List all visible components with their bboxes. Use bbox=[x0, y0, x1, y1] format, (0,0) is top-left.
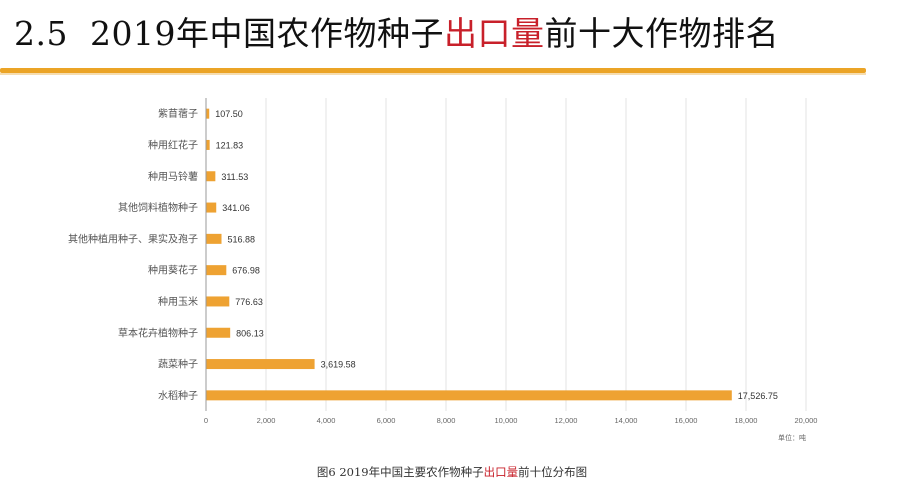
category-label: 其他饲料植物种子 bbox=[118, 201, 198, 214]
title-text-after: 前十大作物排名 bbox=[544, 14, 779, 53]
data-label: 676.98 bbox=[232, 266, 260, 276]
x-tick-label: 0 bbox=[204, 416, 208, 425]
bar bbox=[206, 171, 216, 182]
data-label: 107.50 bbox=[215, 109, 243, 119]
bar bbox=[206, 233, 222, 244]
bar bbox=[206, 265, 227, 276]
category-label: 草本花卉植物种子 bbox=[118, 326, 198, 339]
section-number: 2.5 bbox=[14, 14, 68, 53]
x-tick-label: 4,000 bbox=[317, 416, 336, 425]
bar-chart: 0 2,000 4,000 6,000 8,000 10,000 12,000 14,000 1… bbox=[68, 98, 818, 442]
caption-prefix: 图6 2019年中国主要农作物种子 bbox=[316, 465, 484, 479]
bar bbox=[206, 108, 210, 119]
title-underline bbox=[0, 68, 866, 73]
data-label: 121.83 bbox=[216, 140, 244, 150]
category-label: 种用玉米 bbox=[158, 295, 198, 308]
title-text-before: 2019年中国农作物种子 bbox=[89, 14, 444, 53]
unit-label: 单位：吨 bbox=[778, 433, 806, 442]
x-tick-label: 20,000 bbox=[795, 416, 818, 425]
data-label: 806.13 bbox=[236, 328, 264, 338]
category-label: 紫苜蓿子 bbox=[158, 107, 198, 120]
x-tick-label: 16,000 bbox=[675, 416, 698, 425]
category-label: 蔬菜种子 bbox=[158, 358, 198, 371]
category-label: 种用红花子 bbox=[148, 138, 198, 151]
title-underline-shadow bbox=[0, 73, 866, 75]
data-label: 311.53 bbox=[221, 172, 248, 182]
x-tick-label: 14,000 bbox=[615, 416, 638, 425]
bar bbox=[206, 296, 230, 307]
caption-suffix: 前十位分布图 bbox=[518, 465, 588, 479]
category-label: 水稻种子 bbox=[158, 389, 198, 402]
x-tick-label: 12,000 bbox=[555, 416, 578, 425]
bar bbox=[206, 327, 231, 338]
x-tick-label: 8,000 bbox=[437, 416, 456, 425]
data-label: 3,619.58 bbox=[321, 360, 356, 370]
page-title: 2.5 2019年中国农作物种子出口量前十大作物排名 bbox=[14, 10, 779, 58]
caption-highlight: 出口量 bbox=[483, 465, 519, 479]
bar bbox=[206, 390, 732, 401]
data-label: 341.06 bbox=[222, 203, 250, 213]
x-tick-label: 18,000 bbox=[735, 416, 758, 425]
figure-caption: 图6 2019年中国主要农作物种子出口量前十位分布图 bbox=[0, 464, 904, 480]
category-label: 其他种植用种子、果实及孢子 bbox=[68, 232, 198, 245]
data-label: 17,526.75 bbox=[738, 391, 778, 401]
category-label: 种用葵花子 bbox=[148, 264, 198, 277]
x-tick-label: 2,000 bbox=[257, 416, 276, 425]
data-label: 776.63 bbox=[235, 297, 263, 307]
x-tick-label: 10,000 bbox=[495, 416, 518, 425]
x-tick-label: 6,000 bbox=[377, 416, 396, 425]
bar bbox=[206, 359, 315, 370]
data-label: 516.88 bbox=[228, 234, 256, 244]
bar bbox=[206, 139, 210, 150]
title-highlight: 出口量 bbox=[443, 14, 545, 53]
bar bbox=[206, 202, 217, 213]
category-label: 种用马铃薯 bbox=[148, 170, 198, 183]
